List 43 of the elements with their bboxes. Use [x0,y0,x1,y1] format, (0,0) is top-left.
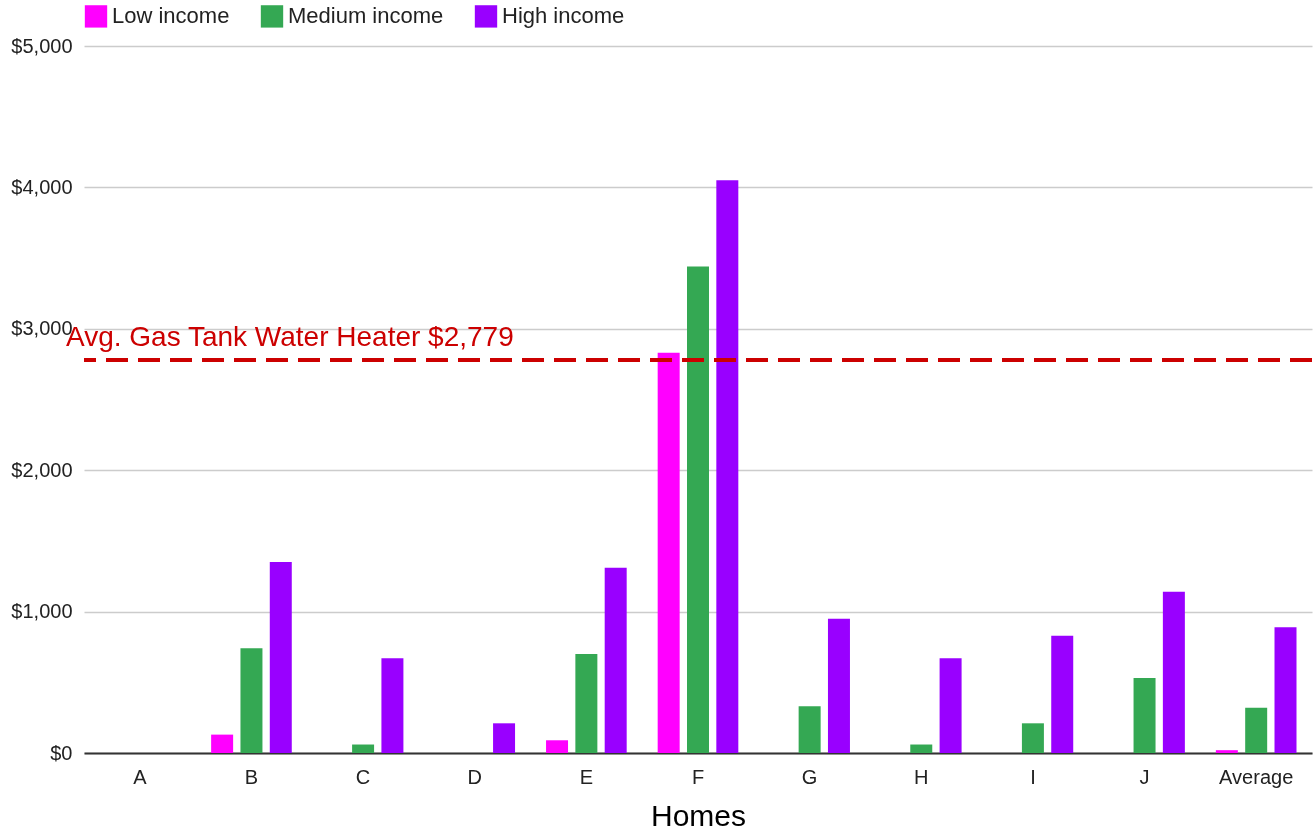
x-tick-label: H [914,765,929,788]
x-tick-label: I [1030,765,1036,788]
bar [1021,723,1044,753]
bar [546,740,569,753]
legend-label: Low income [112,3,230,29]
bar [798,706,821,753]
bar [1133,678,1156,753]
bar [1245,707,1268,753]
y-tick-label: $1,000 [11,600,73,623]
x-tick-label: E [579,765,594,788]
x-tick-label: Average [1219,765,1294,788]
bar [493,723,516,753]
bar [575,654,598,753]
y-tick-label: $2,000 [11,458,73,481]
x-tick-label: C [355,765,371,788]
x-axis-title: Homes [650,798,747,832]
y-tick-label: $0 [50,741,73,764]
bar [939,658,962,753]
x-tick-label: D [467,765,482,788]
bar [1162,591,1185,753]
x-tick-label: F [691,765,705,788]
bar [1274,627,1297,753]
bar [269,562,292,753]
x-tick-label: A [133,765,148,788]
y-tick-label: $4,000 [11,175,73,198]
legend-label: Medium income [288,3,444,29]
y-tick-label: $5,000 [11,34,73,57]
bar [1051,635,1074,753]
bar [716,180,739,753]
bar [827,618,850,753]
bar [910,744,933,753]
bar [381,658,404,753]
bar [240,648,263,753]
x-tick-label: G [801,765,818,788]
legend-label: High income [502,3,625,29]
x-tick-label: J [1139,765,1150,788]
bar [604,567,627,753]
bar [657,352,680,753]
bar [211,734,234,753]
bar [352,744,375,753]
bar [687,266,709,753]
bar [1215,750,1238,753]
x-tick-label: B [244,765,259,788]
